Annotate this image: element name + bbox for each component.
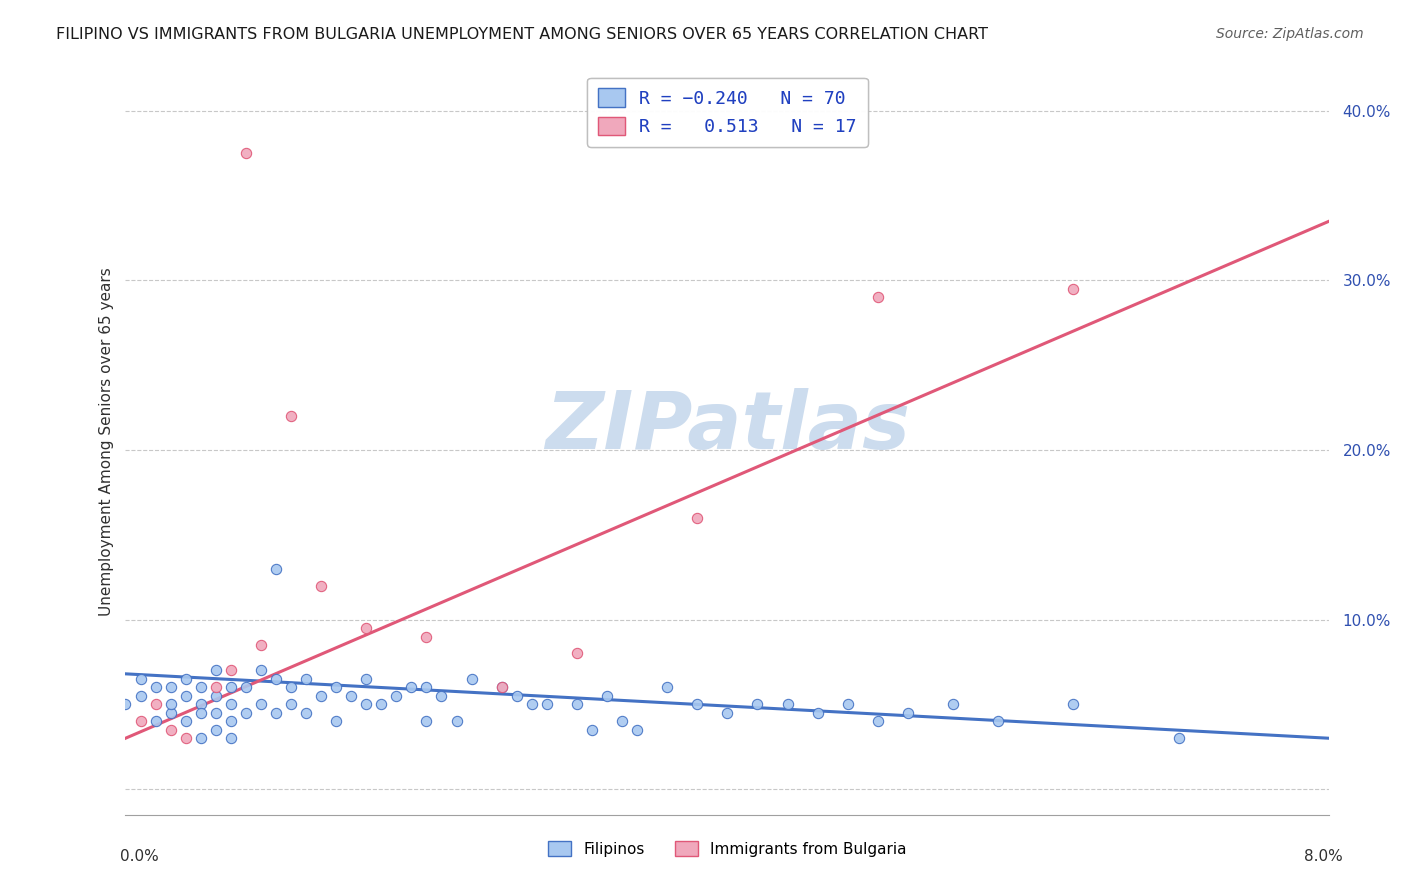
Point [264, 562, 287, 576]
Point [235, 681, 257, 695]
Point [204, 706, 226, 720]
Point [250, 638, 273, 652]
Text: FILIPINO VS IMMIGRANTS FROM BULGARIA UNEMPLOYMENT AMONG SENIORS OVER 65 YEARS CO: FILIPINO VS IMMIGRANTS FROM BULGARIA UNE… [56, 27, 988, 42]
Point [897, 706, 920, 720]
Point [506, 689, 529, 703]
Point [280, 698, 302, 712]
Point [491, 681, 513, 695]
Point [385, 689, 408, 703]
Text: Source: ZipAtlas.com: Source: ZipAtlas.com [1216, 27, 1364, 41]
Point [219, 714, 242, 729]
Point [204, 723, 226, 737]
Point [401, 681, 423, 695]
Point [565, 647, 588, 661]
Point [987, 714, 1010, 729]
Point [354, 621, 377, 635]
Point [174, 672, 197, 686]
Point [686, 511, 709, 525]
Point [309, 689, 332, 703]
Point [354, 672, 377, 686]
Point [174, 714, 197, 729]
Y-axis label: Unemployment Among Seniors over 65 years: Unemployment Among Seniors over 65 years [100, 268, 114, 615]
Text: 0.0%: 0.0% [120, 849, 159, 864]
Point [190, 698, 212, 712]
Point [204, 689, 226, 703]
Point [129, 689, 152, 703]
Point [295, 672, 318, 686]
Point [159, 681, 181, 695]
Point [1063, 282, 1085, 296]
Point [235, 706, 257, 720]
Point [280, 409, 302, 423]
Point [776, 698, 799, 712]
Point [610, 714, 633, 729]
Point [1063, 698, 1085, 712]
Point [145, 681, 167, 695]
Point [626, 723, 648, 737]
Point [807, 706, 830, 720]
Point [129, 714, 152, 729]
Point [460, 672, 482, 686]
Point [145, 698, 167, 712]
Point [325, 681, 347, 695]
Point [235, 146, 257, 161]
Point [219, 681, 242, 695]
Point [309, 579, 332, 593]
Point [174, 689, 197, 703]
Point [204, 664, 226, 678]
Point [565, 698, 588, 712]
Point [596, 689, 619, 703]
Point [942, 698, 965, 712]
Point [747, 698, 769, 712]
Point [280, 681, 302, 695]
Point [219, 731, 242, 746]
Point [581, 723, 603, 737]
Point [430, 689, 453, 703]
Point [174, 731, 197, 746]
Point [159, 706, 181, 720]
Point [264, 706, 287, 720]
Point [250, 698, 273, 712]
Point [145, 714, 167, 729]
Point [415, 714, 437, 729]
Point [114, 698, 136, 712]
Point [657, 681, 679, 695]
Point [250, 664, 273, 678]
Point [325, 714, 347, 729]
Point [686, 698, 709, 712]
Point [415, 630, 437, 644]
Point [370, 698, 392, 712]
Point [354, 698, 377, 712]
Point [204, 681, 226, 695]
Text: 8.0%: 8.0% [1303, 849, 1343, 864]
Point [415, 681, 437, 695]
Point [837, 698, 859, 712]
Point [866, 714, 889, 729]
Point [219, 698, 242, 712]
Point [190, 706, 212, 720]
Point [129, 672, 152, 686]
Text: ZIPatlas: ZIPatlas [546, 388, 910, 466]
Point [716, 706, 738, 720]
Point [159, 723, 181, 737]
Point [491, 681, 513, 695]
Point [219, 664, 242, 678]
Point [536, 698, 558, 712]
Point [1167, 731, 1189, 746]
Point [264, 672, 287, 686]
Point [866, 290, 889, 304]
Point [340, 689, 363, 703]
Point [190, 731, 212, 746]
Legend: R = −0.240   N = 70, R =   0.513   N = 17: R = −0.240 N = 70, R = 0.513 N = 17 [588, 78, 868, 147]
Point [159, 698, 181, 712]
Point [190, 681, 212, 695]
Point [446, 714, 468, 729]
Point [520, 698, 543, 712]
Point [295, 706, 318, 720]
